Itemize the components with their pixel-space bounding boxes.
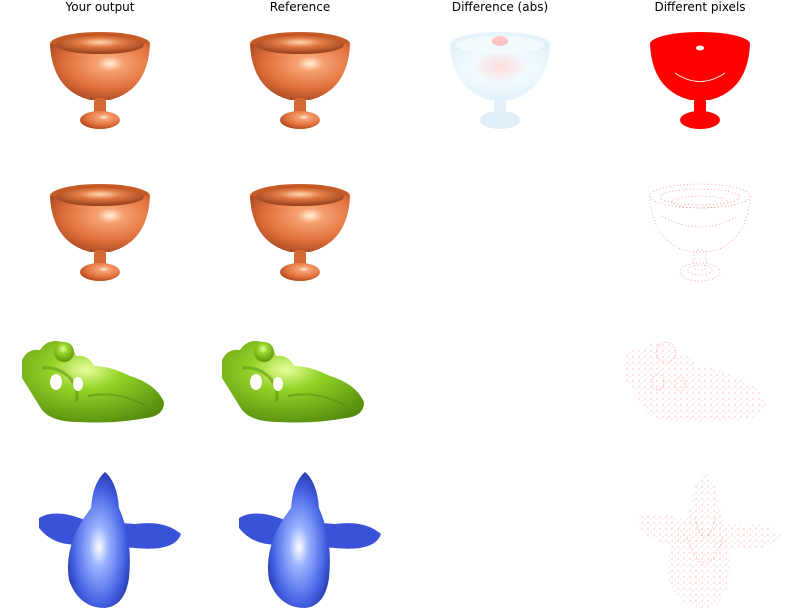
render-figure-reference bbox=[218, 338, 368, 433]
render-airplane-reference bbox=[235, 468, 385, 612]
diff-pixels-airplane bbox=[635, 468, 785, 612]
diff-abs-cup bbox=[440, 28, 560, 133]
render-cup-reference bbox=[240, 28, 360, 133]
diff-pixels-cup-2 bbox=[640, 180, 760, 285]
diff-pixels-figure bbox=[620, 338, 770, 433]
render-cup-output bbox=[40, 28, 160, 133]
col-title-your-output: Your output bbox=[65, 0, 135, 14]
diff-pixels-cup bbox=[640, 28, 760, 133]
col-title-different-pixels: Different pixels bbox=[654, 0, 746, 14]
render-cup-reference-2 bbox=[240, 180, 360, 285]
render-cup-output-2 bbox=[40, 180, 160, 285]
render-figure-output bbox=[18, 338, 168, 433]
col-title-reference: Reference bbox=[269, 0, 331, 14]
col-title-difference-abs: Difference (abs) bbox=[451, 0, 549, 14]
render-airplane-output bbox=[35, 468, 185, 612]
